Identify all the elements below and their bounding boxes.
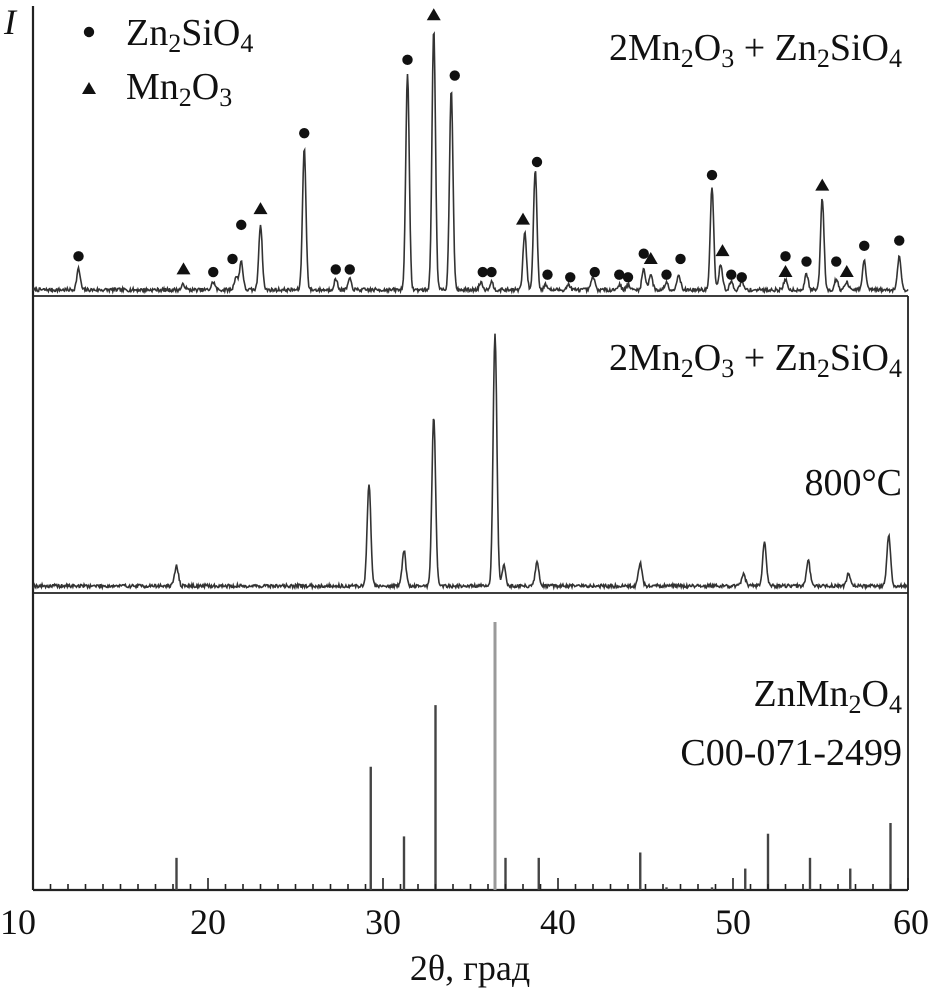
- x-axis-title: 2θ, град: [410, 948, 530, 988]
- subscript: 4: [889, 44, 902, 73]
- circle-marker: [661, 269, 672, 280]
- subscript: 2: [681, 44, 694, 73]
- circle-marker: [638, 248, 649, 259]
- circle-marker: [477, 266, 488, 278]
- triangle-marker: [778, 265, 793, 278]
- x-tick-label: 30: [365, 902, 401, 942]
- circle-marker: [801, 256, 812, 267]
- circle-marker: [589, 266, 600, 278]
- circle-marker: [622, 272, 634, 283]
- subscript: 2: [179, 83, 192, 112]
- circle-marker: [402, 54, 413, 66]
- panel-label-top: 2Mn2O3 + Zn2SiO4: [609, 27, 902, 73]
- circle-marker: [565, 272, 576, 283]
- triangle-marker: [715, 244, 730, 257]
- formula-part: SiO: [830, 337, 889, 379]
- x-tick-label: 40: [540, 902, 576, 942]
- y-axis-title: I: [3, 2, 18, 42]
- circle-marker: [726, 269, 737, 280]
- subscript: 3: [721, 354, 734, 383]
- temperature-label: 800°C: [804, 462, 902, 504]
- circle-marker: [299, 127, 310, 139]
- legend-entry-triangle: Mn2O3: [126, 66, 232, 112]
- subscript: 2: [817, 354, 830, 383]
- circle-marker: [330, 264, 341, 275]
- subscript: 2: [168, 29, 181, 58]
- formula-part: ZnMn: [754, 673, 849, 715]
- circle-marker: [614, 269, 625, 280]
- subscript: 3: [721, 44, 734, 73]
- circle-marker: [236, 219, 247, 231]
- circle-marker: [227, 253, 238, 265]
- formula-part: Zn: [126, 12, 168, 54]
- formula-part: 2Mn: [609, 337, 681, 379]
- formula-part: SiO: [830, 27, 889, 69]
- formula-part: O: [694, 337, 721, 379]
- subscript: 2: [681, 354, 694, 383]
- circle-marker: [675, 253, 686, 265]
- x-axis: 10 20 30 40 50 60 2θ, град: [0, 878, 929, 988]
- x-tick-label: 10: [0, 902, 36, 942]
- x-tick-label: 60: [893, 902, 929, 942]
- circle-marker: [706, 169, 718, 181]
- formula-part: O: [192, 66, 219, 108]
- formula-part: 2Mn: [609, 27, 681, 69]
- circle-marker: [449, 70, 460, 81]
- formula-part: Mn: [126, 66, 179, 108]
- circle-marker: [486, 266, 497, 278]
- circle-marker: [83, 26, 95, 38]
- triangle-marker: [643, 251, 658, 264]
- xrd-pattern-middle: [32, 333, 909, 591]
- formula-part: O: [862, 673, 889, 715]
- subscript: 2: [817, 44, 830, 73]
- formula-part: O: [694, 27, 721, 69]
- circle-marker: [531, 156, 543, 168]
- circle-marker: [208, 266, 219, 278]
- xrd-pattern-top: [32, 31, 909, 295]
- subscript: 4: [889, 690, 902, 719]
- circle-marker: [736, 272, 747, 283]
- triangle-marker: [253, 202, 268, 215]
- card-number-label: C00-071-2499: [680, 732, 902, 774]
- panel-bottom: ZnMn2O4 C00-071-2499: [175, 622, 902, 890]
- subscript: 4: [889, 354, 902, 383]
- circle-marker: [894, 235, 905, 246]
- triangle-marker: [516, 212, 530, 225]
- triangle-marker: [426, 8, 441, 21]
- panel-label-middle: 2Mn2O3 + Zn2SiO4: [609, 337, 902, 383]
- circle-marker: [344, 264, 355, 275]
- circle-marker: [780, 251, 791, 262]
- circle-marker: [831, 256, 842, 267]
- subscript: 2: [849, 690, 862, 719]
- triangle-marker: [82, 82, 96, 94]
- legend-entry-circle: Zn2SiO4: [126, 12, 253, 58]
- triangle-marker: [176, 262, 191, 275]
- panel-label-bottom: ZnMn2O4: [754, 673, 902, 719]
- formula-part: + Zn: [734, 337, 817, 379]
- circle-marker: [73, 251, 84, 262]
- axes-frame: [31, 6, 909, 892]
- x-tick-label: 50: [715, 902, 751, 942]
- subscript: 4: [240, 29, 253, 58]
- x-tick-label: 20: [190, 902, 226, 942]
- triangle-marker: [839, 265, 854, 278]
- formula-part: SiO: [181, 12, 240, 54]
- subscript: 3: [219, 83, 232, 112]
- circle-marker: [542, 269, 553, 280]
- triangle-marker: [815, 178, 830, 191]
- formula-part: + Zn: [734, 27, 817, 69]
- circle-marker: [859, 240, 870, 252]
